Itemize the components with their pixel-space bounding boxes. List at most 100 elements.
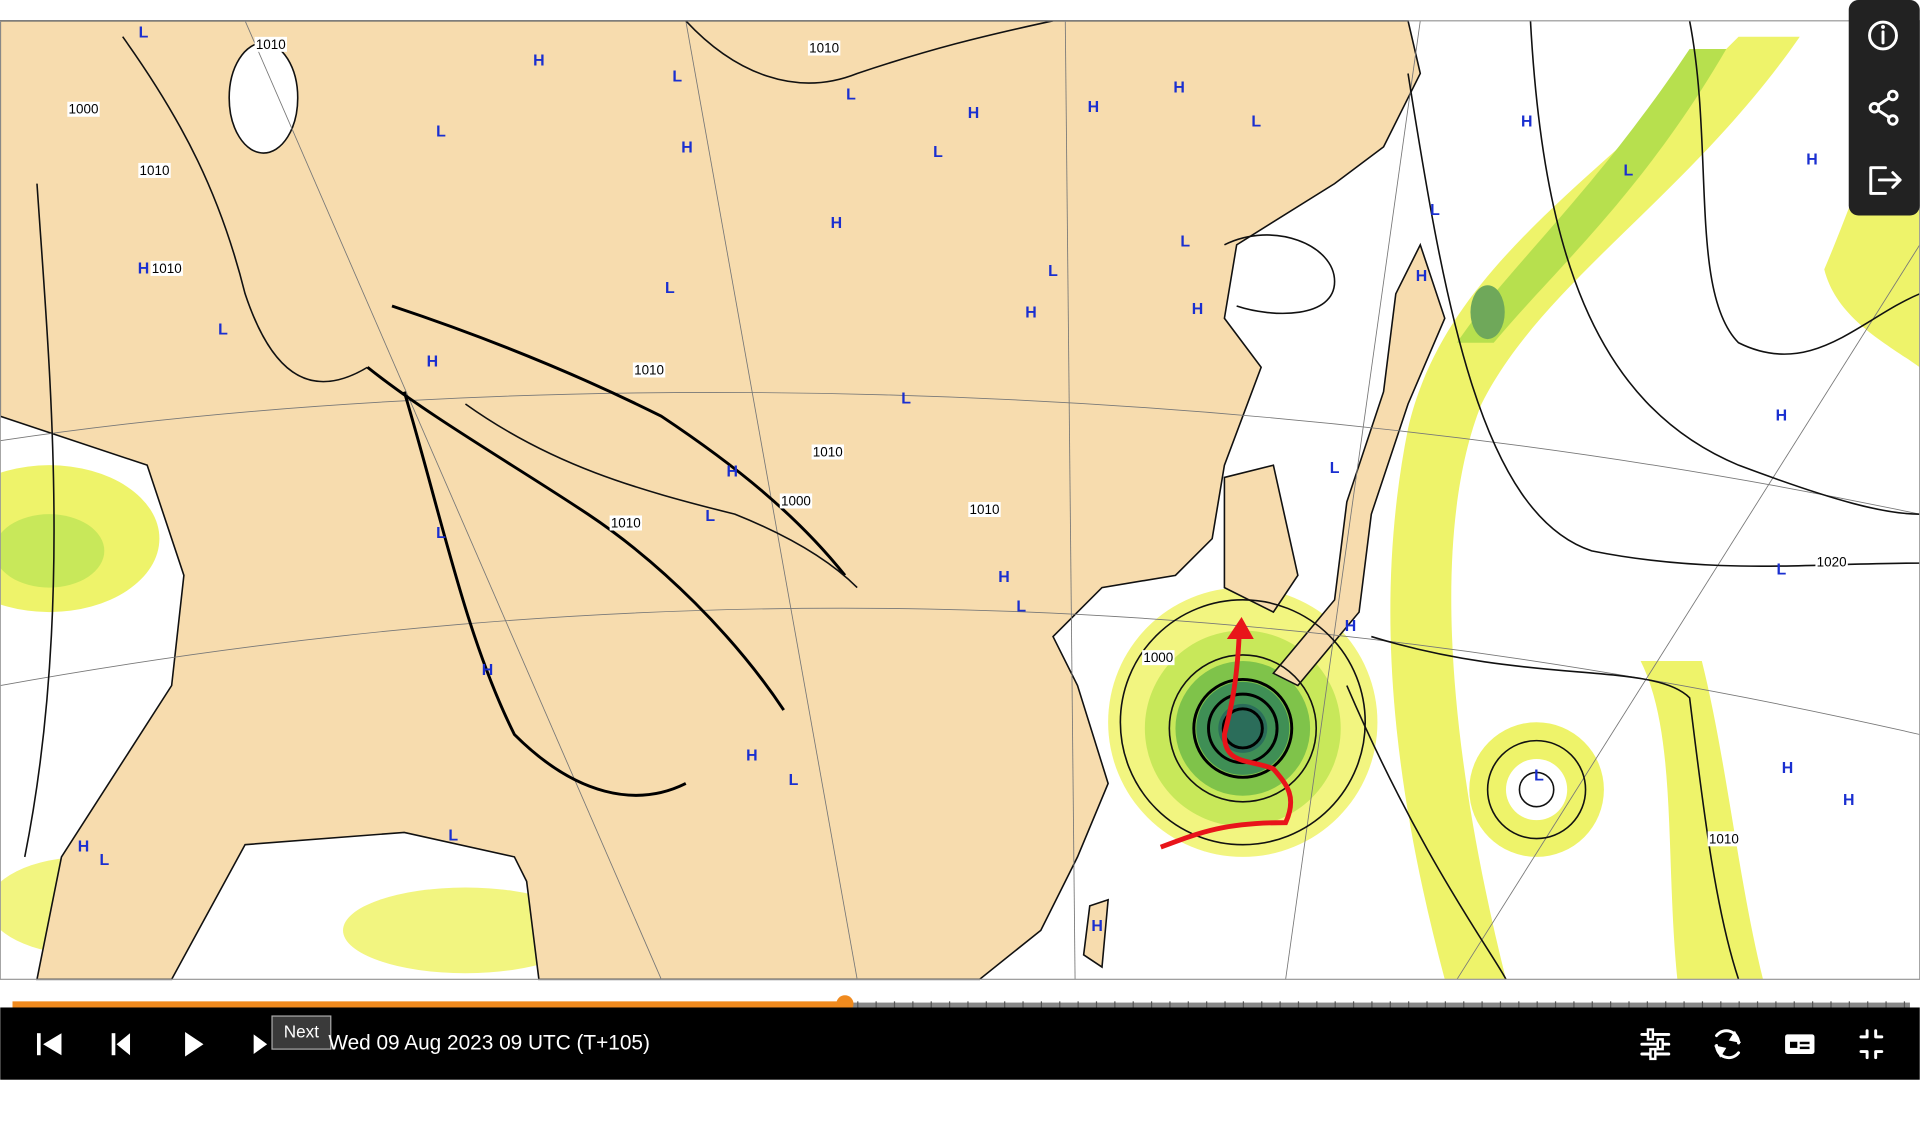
timeline-tick — [1481, 1001, 1483, 1009]
pressure-center-label: L — [789, 772, 799, 789]
pressure-center-label: L — [846, 87, 856, 104]
timeline-tick — [1114, 1001, 1116, 1009]
previous-button[interactable] — [111, 1033, 131, 1056]
timeline-tick — [1169, 1001, 1171, 1009]
isobar-label: 1010 — [634, 362, 664, 377]
track-arrow — [1226, 616, 1254, 640]
isobar-label: 1000 — [1143, 650, 1173, 665]
isobar-label-bg — [67, 101, 100, 117]
pressure-center-label: L — [1777, 562, 1787, 579]
precipitation — [0, 36, 1920, 980]
isobar-label-bg — [254, 36, 287, 52]
pressure-center-label: H — [427, 354, 439, 371]
isobar-label-bg — [138, 162, 171, 178]
pressure-center-label: H — [1416, 268, 1427, 285]
timeline-tick — [1628, 1001, 1630, 1009]
pressure-center-label: L — [1330, 460, 1340, 477]
isobar-label-bg — [1707, 831, 1741, 847]
pressure-center-label: H — [1173, 79, 1185, 96]
timeline-tick — [930, 1001, 932, 1009]
isobar-label: 1010 — [611, 516, 641, 531]
pressure-center-label: L — [1430, 202, 1440, 219]
isobar-label: 1010 — [140, 163, 170, 178]
korea — [1223, 464, 1299, 614]
timeline-tick — [1389, 1001, 1391, 1009]
timeline-tick — [1683, 1001, 1685, 1009]
export-button[interactable] — [1869, 166, 1902, 195]
timeline-tick — [1738, 1001, 1740, 1009]
timeline[interactable] — [12, 995, 1910, 1013]
pressure-center-label: L — [1251, 114, 1261, 131]
pressure-center-label: H — [681, 139, 693, 156]
timeline-tick — [1261, 1001, 1263, 1009]
timeline-tick — [875, 1001, 877, 1009]
pressure-center-label: L — [1048, 263, 1058, 280]
pressure-center-label: H — [831, 215, 843, 232]
pressure-center-label: L — [672, 68, 682, 85]
graticule — [0, 20, 1920, 980]
timeline-tick — [948, 1001, 951, 1009]
timeline-tick — [1554, 1001, 1557, 1009]
isobar-label: 1010 — [1709, 831, 1739, 846]
timeline-tick — [1591, 1001, 1593, 1009]
japan — [1272, 242, 1446, 687]
timeline-tick — [893, 1001, 896, 1009]
pressure-center-label: H — [1345, 618, 1356, 635]
timeline-tick — [1444, 1001, 1446, 1009]
layers-button[interactable] — [1785, 1034, 1815, 1054]
exit-fullscreen-button[interactable] — [1859, 1029, 1884, 1060]
timeline-tick — [1518, 1001, 1520, 1009]
pressure-center-label: L — [705, 508, 715, 525]
pressure-center-label: L — [218, 322, 228, 339]
timeline-tick — [1885, 1001, 1887, 1009]
timeline-tick — [1775, 1001, 1777, 1009]
timeline-tick — [1830, 1001, 1832, 1009]
land — [0, 20, 1422, 981]
isobar-label: 1000 — [781, 493, 811, 508]
isobar-label: 1000 — [69, 102, 99, 117]
first-frame-button[interactable] — [36, 1033, 62, 1056]
timeline-tick — [1610, 1001, 1612, 1009]
isobar-label-bg — [632, 362, 666, 378]
map: L 1010 H L 1010 L H H H L H H L L H L 1000 1010 H L L H 1010 L H… — [0, 20, 1920, 981]
timeline-tick — [912, 1001, 914, 1009]
isobar-label: 1010 — [256, 37, 286, 52]
isobar-label-bg — [968, 502, 1001, 518]
pressure-center-label: H — [1088, 99, 1100, 116]
timeline-tick — [1701, 1001, 1704, 1009]
pressure-center-label: H — [482, 662, 494, 679]
info-button[interactable] — [1868, 20, 1898, 51]
next-button[interactable] — [253, 1034, 268, 1054]
timeline-tick — [1187, 1001, 1189, 1009]
isobar-label: 1020 — [1817, 555, 1847, 570]
pressure-center-label: L — [99, 852, 109, 869]
timeline-tick — [1297, 1001, 1300, 1009]
timeline-tick — [1022, 1001, 1024, 1009]
timestamp: Wed 09 Aug 2023 09 UTC (T+105) — [328, 1032, 650, 1055]
loop-button[interactable] — [1714, 1029, 1742, 1060]
pressure-center-label: H — [998, 569, 1010, 586]
timeline-tick — [1206, 1001, 1208, 1009]
timeline-tick — [1812, 1001, 1814, 1009]
timeline-tick — [1756, 1001, 1759, 1009]
pressure-center-label: H — [1192, 301, 1204, 318]
isobar-label: 1010 — [809, 41, 839, 56]
isobar-label-bg — [807, 40, 841, 56]
isobar-label-bg — [1815, 554, 1848, 570]
side-toolbar — [1848, 0, 1920, 216]
timeline-tick — [1004, 1001, 1006, 1009]
timeline-tick — [1665, 1001, 1667, 1009]
taiwan — [1082, 898, 1110, 969]
isobar-label: 1010 — [813, 445, 843, 460]
isobar-label-bg — [779, 493, 813, 509]
timeline-tick — [985, 1001, 987, 1009]
timeline-tick — [1316, 1001, 1318, 1009]
timeline-tick — [1077, 1001, 1079, 1009]
settings-button[interactable] — [1640, 1028, 1671, 1061]
pressure-center-label: H — [1782, 760, 1793, 777]
play-button[interactable] — [185, 1031, 204, 1057]
pressure-center-label: H — [1091, 918, 1103, 935]
pressure-center-label: L — [933, 144, 943, 161]
storm-track — [1159, 636, 1294, 850]
share-button[interactable] — [1868, 89, 1899, 126]
